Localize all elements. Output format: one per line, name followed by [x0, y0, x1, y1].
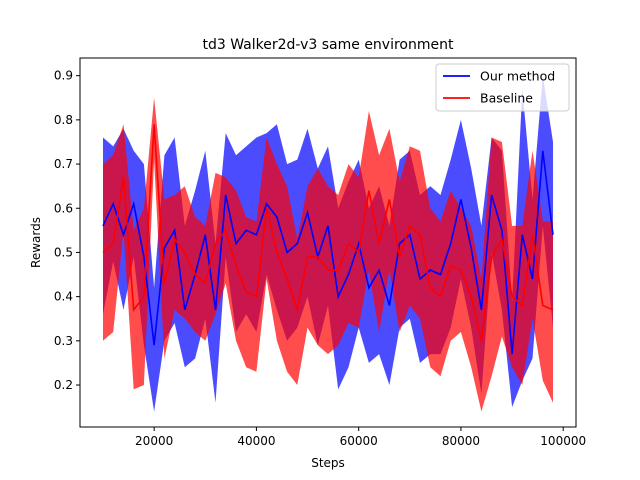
- series-line-our-method: [102, 150, 554, 355]
- x-tick-label: 40000: [237, 434, 275, 448]
- band-baseline: [103, 97, 553, 412]
- x-tick-label: 20000: [135, 434, 173, 448]
- series-line-baseline: [102, 124, 554, 341]
- x-axis-label: Steps: [311, 456, 345, 470]
- y-tick-label: 0.2: [54, 378, 73, 392]
- x-axis-ticks: 20000 40000 60000 80000 100000: [135, 427, 586, 448]
- legend-entry: Our method: [480, 69, 555, 84]
- y-tick-label: 0.3: [54, 334, 73, 348]
- x-tick-label: 60000: [340, 434, 378, 448]
- series-lines: [102, 124, 554, 355]
- y-axis-ticks: 0.2 0.3 0.4 0.5 0.6 0.7 0.8 0.9: [54, 69, 80, 392]
- legend-entry: Baseline: [480, 91, 533, 106]
- plot-frame: [79, 57, 577, 428]
- y-tick-label: 0.5: [54, 245, 73, 259]
- y-tick-label: 0.6: [54, 201, 73, 215]
- x-tick-label: 100000: [540, 434, 586, 448]
- y-axis-label: Rewards: [29, 217, 43, 268]
- y-tick-label: 0.8: [54, 113, 73, 127]
- y-tick-label: 0.9: [54, 69, 73, 83]
- y-tick-label: 0.7: [54, 157, 73, 171]
- x-tick-label: 80000: [442, 434, 480, 448]
- y-tick-label: 0.4: [54, 290, 73, 304]
- legend: Our method Baseline: [435, 63, 570, 112]
- confidence-bands: [103, 75, 553, 412]
- chart-title: td3 Walker2d-v3 same environment: [203, 37, 454, 53]
